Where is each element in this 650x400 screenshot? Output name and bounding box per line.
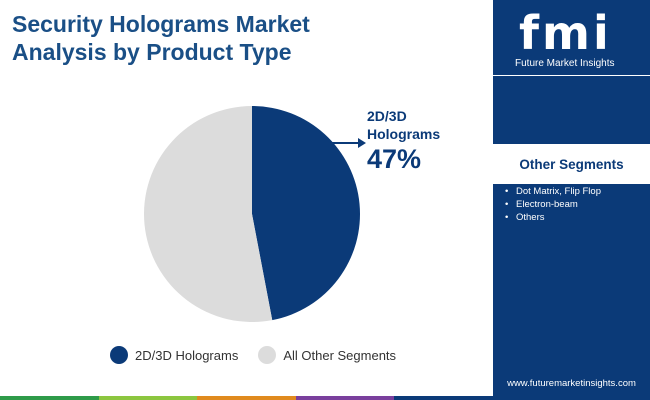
legend-swatch-holograms — [110, 346, 128, 364]
callout-label-line-1: 2D/3D — [367, 108, 407, 124]
segments-title: Other Segments — [519, 156, 624, 172]
page-title-line-1: Security Holograms Market — [12, 11, 310, 37]
bottom-bar-segment — [394, 396, 493, 400]
callout-label-line-2: Holograms — [367, 126, 441, 142]
legend-swatch-other — [258, 346, 277, 364]
bottom-bar-segment — [197, 396, 296, 400]
bottom-bar-segment — [295, 396, 395, 400]
legend-label-other: All Other Segments — [283, 347, 397, 363]
callout-arrow-head — [358, 138, 366, 148]
pie-chart-svg — [144, 106, 366, 322]
bottom-color-bar — [0, 396, 493, 400]
bottom-bar-segment — [0, 396, 99, 400]
pie-slice-other — [144, 106, 273, 322]
page-title: Security Holograms Market Analysis by Pr… — [12, 10, 482, 66]
logo-caption: Future Market Insights — [515, 58, 615, 69]
page-title-line-2: Analysis by Product Type — [12, 39, 292, 65]
legend-item-other: All Other Segments — [258, 346, 396, 364]
segments-title-band: Other Segments — [493, 144, 650, 184]
fmi-logo: fmi — [519, 6, 612, 60]
segments-list: Dot Matrix, Flip Flop Electron-beam Othe… — [505, 185, 601, 224]
website-link[interactable]: www.futuremarketinsights.com — [507, 378, 636, 389]
callout-value: 47% — [367, 144, 422, 174]
pie-chart: 2D/3D Holograms 47% — [144, 106, 440, 322]
bottom-bar-segment — [98, 396, 198, 400]
logo-band: fmi Future Market Insights — [493, 0, 650, 76]
chart-legend: 2D/3D Holograms All Other Segments — [110, 346, 416, 364]
segment-item: Dot Matrix, Flip Flop — [505, 185, 601, 198]
legend-label-holograms: 2D/3D Holograms — [135, 347, 239, 363]
sidebar: fmi Future Market Insights Other Segment… — [493, 0, 650, 400]
legend-item-holograms: 2D/3D Holograms — [110, 346, 238, 364]
callout-label: 2D/3D Holograms — [367, 107, 440, 143]
segment-item: Electron-beam — [505, 198, 601, 211]
pie-slice-holograms — [252, 106, 361, 321]
segment-item: Others — [505, 211, 601, 224]
